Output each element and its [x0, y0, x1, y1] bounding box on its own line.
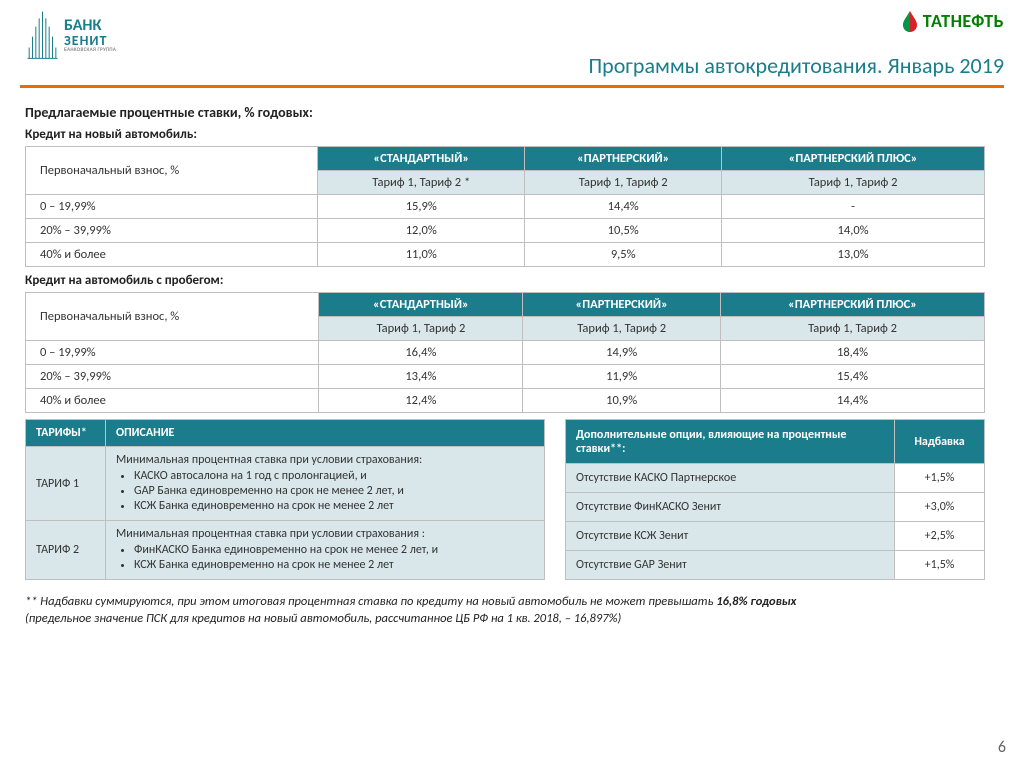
- rate-cell: 9,5%: [525, 243, 722, 267]
- footnote: ** Надбавки суммируются, при этом итогов…: [25, 594, 999, 628]
- program-header: «ПАРТНЕРСКИЙ»: [523, 293, 721, 317]
- table-row: 20% – 39,99% 13,4% 11,9% 15,4%: [26, 365, 985, 389]
- section-rates-title: Предлагаемые процентные ставки, % годовы…: [25, 104, 999, 121]
- footnote-suffix: (предельное значение ПСК для кредитов на…: [25, 611, 621, 626]
- surcharge-option: Отсутствие КСЖ Зенит: [566, 521, 895, 550]
- table-row: Отсутствие ФинКАСКО Зенит +3,0%: [566, 493, 985, 522]
- row-label: 40% и более: [26, 243, 318, 267]
- rate-cell: 11,9%: [523, 365, 721, 389]
- tariff-desc: Минимальная процентная ставка при услови…: [106, 447, 545, 521]
- program-header: «СТАНДАРТНЫЙ»: [318, 147, 525, 171]
- surcharge-value: +1,5%: [895, 550, 985, 579]
- page-title: Программы автокредитования. Январь 2019: [588, 52, 1004, 79]
- table-row: 0 – 19,99% 15,9% 14,4% -: [26, 195, 985, 219]
- rates-table-used: Первоначальный взнос, % «СТАНДАРТНЫЙ» «П…: [25, 292, 985, 413]
- tariffs-header: ТАРИФЫ*: [26, 420, 106, 447]
- rate-cell: 14,0%: [722, 219, 985, 243]
- tariff-bullet: ФинКАСКО Банка единовременно на срок не …: [134, 543, 534, 557]
- table-a-caption: Кредит на новый автомобиль:: [25, 127, 999, 142]
- surcharge-value: +3,0%: [895, 493, 985, 522]
- tariff-label: ТАРИФ 1: [26, 447, 106, 521]
- tatneft-drop-icon: [901, 10, 919, 32]
- tariff-label: ТАРИФ 2: [26, 521, 106, 580]
- row-label: 40% и более: [26, 389, 319, 413]
- program-header: «ПАРТНЕРСКИЙ ПЛЮС»: [721, 293, 985, 317]
- rate-cell: -: [722, 195, 985, 219]
- rate-cell: 15,9%: [318, 195, 525, 219]
- col-header-downpayment: Первоначальный взнос, %: [26, 293, 319, 341]
- tariffs-table: ТАРИФЫ* ОПИСАНИЕ ТАРИФ 1 Минимальная про…: [25, 419, 545, 580]
- tatneft-logo: ТАТНЕФТЬ: [901, 10, 1004, 32]
- rate-cell: 10,5%: [525, 219, 722, 243]
- table-row: 0 – 19,99% 16,4% 14,9% 18,4%: [26, 341, 985, 365]
- row-label: 20% – 39,99%: [26, 219, 318, 243]
- row-label: 20% – 39,99%: [26, 365, 319, 389]
- row-label: 0 – 19,99%: [26, 195, 318, 219]
- zenit-building-icon: [25, 10, 60, 60]
- col-header-downpayment: Первоначальный взнос, %: [26, 147, 318, 195]
- rate-cell: 14,4%: [721, 389, 985, 413]
- surcharge-value: +2,5%: [895, 521, 985, 550]
- rate-cell: 16,4%: [319, 341, 523, 365]
- tariffs-header-desc: ОПИСАНИЕ: [106, 420, 545, 447]
- table-row: Отсутствие КСЖ Зенит +2,5%: [566, 521, 985, 550]
- program-header: «ПАРТНЕРСКИЙ»: [525, 147, 722, 171]
- surcharge-header-value: Надбавка: [895, 420, 985, 464]
- program-header: «СТАНДАРТНЫЙ»: [319, 293, 523, 317]
- rate-cell: 15,4%: [721, 365, 985, 389]
- tariff-lead: Минимальная процентная ставка при услови…: [116, 453, 422, 467]
- program-subheader: Тариф 1, Тариф 2: [722, 171, 985, 195]
- program-subheader: Тариф 1, Тариф 2 *: [318, 171, 525, 195]
- surcharge-option: Отсутствие ФинКАСКО Зенит: [566, 493, 895, 522]
- content: Предлагаемые процентные ставки, % годовы…: [0, 88, 1024, 628]
- program-subheader: Тариф 1, Тариф 2: [319, 317, 523, 341]
- surcharge-option: Отсутствие КАСКО Партнерское: [566, 464, 895, 493]
- rate-cell: 14,4%: [525, 195, 722, 219]
- table-b-caption: Кредит на автомобиль с пробегом:: [25, 273, 999, 288]
- footnote-prefix: ** Надбавки суммируются, при этом итогов…: [25, 594, 716, 609]
- tariff-row: ТАРИФ 2 Минимальная процентная ставка пр…: [26, 521, 545, 580]
- rate-cell: 14,9%: [523, 341, 721, 365]
- table-row: 40% и более 12,4% 10,9% 14,4%: [26, 389, 985, 413]
- table-row: Отсутствие КАСКО Партнерское +1,5%: [566, 464, 985, 493]
- surcharge-table: Дополнительные опции, влияющие на процен…: [565, 419, 985, 580]
- tariff-bullet: КСЖ Банка единовременно на срок не менее…: [134, 558, 534, 572]
- tariff-row: ТАРИФ 1 Минимальная процентная ставка пр…: [26, 447, 545, 521]
- table-row: Отсутствие GAP Зенит +1,5%: [566, 550, 985, 579]
- rate-cell: 18,4%: [721, 341, 985, 365]
- tariff-lead: Минимальная процентная ставка при услови…: [116, 527, 425, 541]
- tariff-bullet: КСЖ Банка единовременно на срок не менее…: [134, 499, 534, 513]
- surcharge-header-options: Дополнительные опции, влияющие на процен…: [566, 420, 895, 464]
- table-row: 40% и более 11,0% 9,5% 13,0%: [26, 243, 985, 267]
- page-number: 6: [998, 738, 1006, 757]
- footnote-bold: 16,8% годовых: [716, 594, 796, 609]
- header: БАНК ЗЕНИТ БАНКОВСКАЯ ГРУППА ТАТНЕФТЬ Пр…: [0, 0, 1024, 85]
- table-row: 20% – 39,99% 12,0% 10,5% 14,0%: [26, 219, 985, 243]
- bank-zenit-logo: БАНК ЗЕНИТ БАНКОВСКАЯ ГРУППА: [25, 10, 116, 60]
- program-header: «ПАРТНЕРСКИЙ ПЛЮС»: [722, 147, 985, 171]
- tariff-bullet: КАСКО автосалона на 1 год с пролонгацией…: [134, 469, 534, 483]
- rate-cell: 10,9%: [523, 389, 721, 413]
- logo-right-text: ТАТНЕФТЬ: [923, 10, 1004, 32]
- program-subheader: Тариф 1, Тариф 2: [721, 317, 985, 341]
- rate-cell: 12,0%: [318, 219, 525, 243]
- program-subheader: Тариф 1, Тариф 2: [525, 171, 722, 195]
- row-label: 0 – 19,99%: [26, 341, 319, 365]
- surcharge-value: +1,5%: [895, 464, 985, 493]
- surcharge-option: Отсутствие GAP Зенит: [566, 550, 895, 579]
- tariff-desc: Минимальная процентная ставка при услови…: [106, 521, 545, 580]
- logo-left-line2: ЗЕНИТ: [64, 34, 116, 48]
- program-subheader: Тариф 1, Тариф 2: [523, 317, 721, 341]
- rate-cell: 12,4%: [319, 389, 523, 413]
- rates-table-new: Первоначальный взнос, % «СТАНДАРТНЫЙ» «П…: [25, 146, 985, 267]
- logo-left-line3: БАНКОВСКАЯ ГРУППА: [64, 48, 116, 53]
- rate-cell: 13,4%: [319, 365, 523, 389]
- tariff-bullet: GAP Банка единовременно на срок не менее…: [134, 484, 534, 498]
- rate-cell: 13,0%: [722, 243, 985, 267]
- rate-cell: 11,0%: [318, 243, 525, 267]
